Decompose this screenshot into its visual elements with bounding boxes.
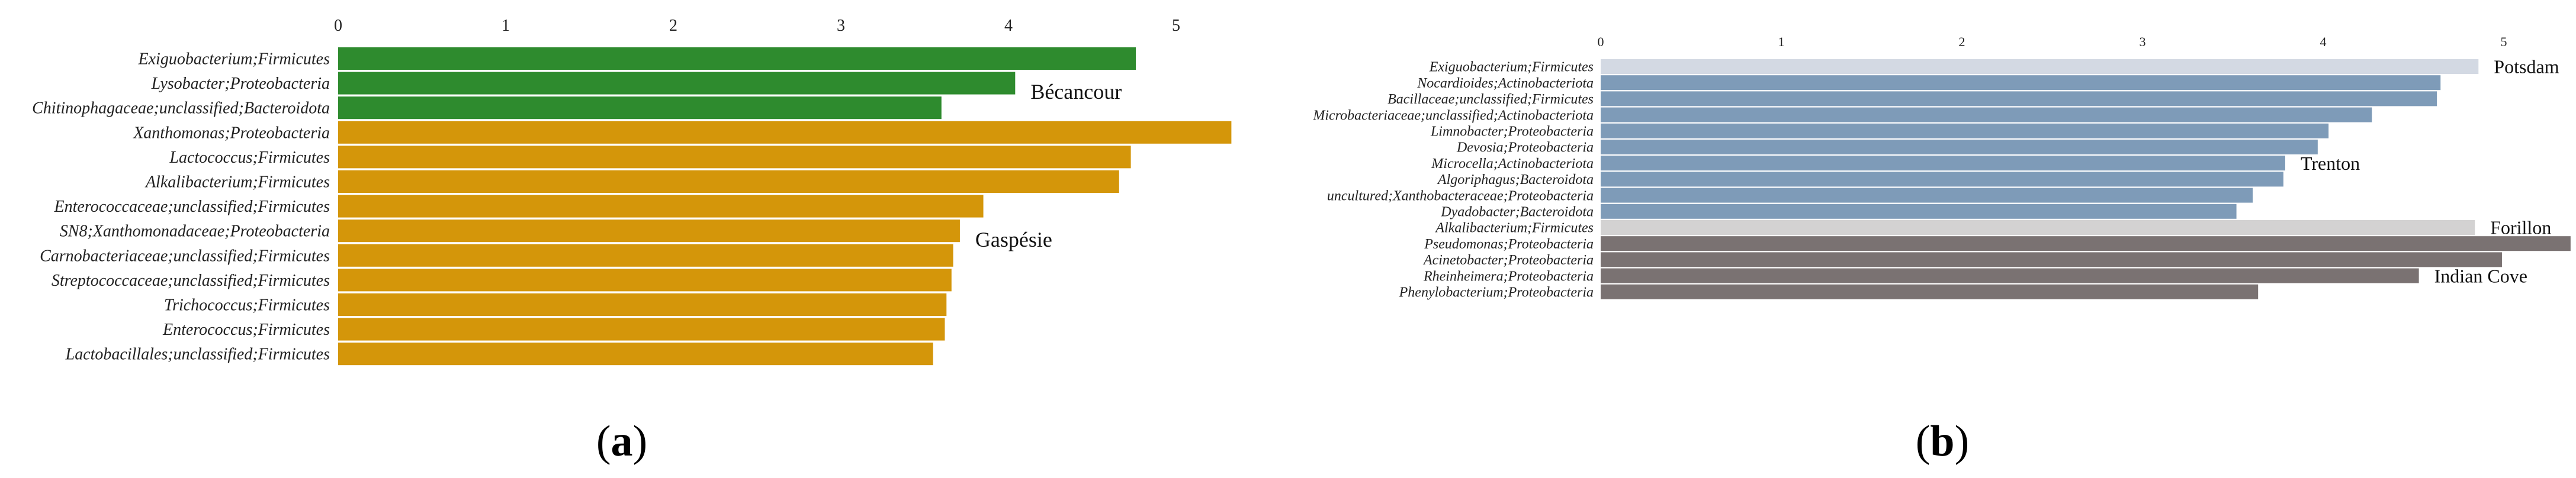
bar-a-9 <box>338 269 952 292</box>
bar-b-10 <box>1601 220 2475 235</box>
bar-b-4 <box>1601 123 2329 138</box>
category-label-a-11: Enterococcus;Firmicutes <box>162 321 330 339</box>
bar-a-8 <box>338 244 953 267</box>
bar-b-13 <box>1601 268 2419 283</box>
category-label-b-13: Rheinheimera;Proteobacteria <box>1423 269 1594 284</box>
category-label-a-0: Exiguobacterium;Firmicutes <box>138 50 330 69</box>
bar-b-7 <box>1601 172 2283 187</box>
category-label-b-7: Algoriphagus;Bacteroidota <box>1437 172 1594 188</box>
x-tick-label-a-5: 5 <box>1172 17 1180 35</box>
category-label-a-2: Chitinophagaceae;unclassified;Bacteroido… <box>32 99 330 118</box>
x-tick-label-b-1: 1 <box>1778 34 1785 49</box>
bar-a-10 <box>338 293 947 316</box>
group-label-a-0: Bécancour <box>1030 80 1122 104</box>
category-label-b-0: Exiguobacterium;Firmicutes <box>1429 60 1594 75</box>
bar-b-14 <box>1601 284 2259 299</box>
x-tick-label-b-0: 0 <box>1598 34 1604 49</box>
category-label-b-10: Alkalibacterium;Firmicutes <box>1434 221 1594 236</box>
bar-b-6 <box>1601 156 2285 171</box>
category-label-a-6: Enterococcaceae;unclassified;Firmicutes <box>54 198 330 216</box>
category-label-b-8: uncultured;Xanthobacteraceae;Proteobacte… <box>1327 188 1594 204</box>
group-label-a-1: Gaspésie <box>975 228 1052 251</box>
panel-label-a: (a) <box>596 417 647 466</box>
bar-b-11 <box>1601 236 2571 251</box>
category-label-a-10: Trichococcus;Firmicutes <box>164 296 330 315</box>
bar-b-12 <box>1601 252 2502 267</box>
category-label-a-7: SN8;Xanthomonadaceae;Proteobacteria <box>60 222 330 241</box>
category-label-a-4: Lactococcus;Firmicutes <box>169 148 330 167</box>
bar-a-12 <box>338 343 933 366</box>
x-tick-label-b-3: 3 <box>2140 34 2146 49</box>
category-label-b-5: Devosia;Proteobacteria <box>1456 140 1594 156</box>
x-tick-label-a-2: 2 <box>669 17 677 35</box>
chart-b: 0 1 2 3 4 5 Exiguobacterium;FirmicutesNocardio… <box>1312 34 2571 300</box>
category-label-b-9: Dyadobacter;Bacteroidota <box>1440 204 1594 219</box>
category-label-a-1: Lysobacter;Proteobacteria <box>151 75 330 93</box>
category-label-a-5: Alkalibacterium;Firmicutes <box>144 173 330 192</box>
group-label-b-1: Trenton <box>2301 153 2360 174</box>
bar-b-3 <box>1601 107 2372 122</box>
x-tick-label-b-4: 4 <box>2320 34 2327 49</box>
bar-b-9 <box>1601 204 2237 219</box>
x-tick-label-a-1: 1 <box>502 17 510 35</box>
bar-a-5 <box>338 170 1119 193</box>
bar-a-3 <box>338 121 1232 144</box>
category-label-b-14: Phenylobacterium;Proteobacteria <box>1399 285 1594 300</box>
group-label-b-3: Indian Cove <box>2434 265 2527 286</box>
x-tick-label-b-5: 5 <box>2501 34 2507 49</box>
category-label-a-9: Streptococcaceae;unclassified;Firmicutes <box>52 272 330 290</box>
x-tick-label-b-2: 2 <box>1959 34 1965 49</box>
category-label-b-2: Bacillaceae;unclassified;Firmicutes <box>1387 92 1594 107</box>
category-label-b-4: Limnobacter;Proteobacteria <box>1430 124 1594 139</box>
bar-a-7 <box>338 219 960 243</box>
category-label-b-11: Pseudomonas;Proteobacteria <box>1424 237 1594 252</box>
category-label-b-1: Nocardioides;Actinobacteriota <box>1417 76 1594 91</box>
bar-a-1 <box>338 72 1016 95</box>
category-label-a-8: Carnobacteriaceae;unclassified;Firmicute… <box>40 247 330 265</box>
category-label-b-12: Acinetobacter;Proteobacteria <box>1422 253 1594 268</box>
bar-b-8 <box>1601 188 2253 203</box>
bar-b-1 <box>1601 75 2441 91</box>
category-label-b-6: Microcella;Actinobacteriota <box>1431 156 1594 172</box>
category-label-b-3: Microbacteriaceae;unclassified;Actinobac… <box>1312 108 1594 123</box>
chart-a: 0 1 2 3 4 5 Exiguobacterium;Firmicutes Lysobact… <box>32 17 1232 366</box>
panel-label-b: (b) <box>1916 417 1969 466</box>
group-label-b-2: Forillon <box>2490 217 2551 238</box>
bar-b-0 <box>1601 59 2479 74</box>
bar-b-2 <box>1601 91 2437 106</box>
x-tick-label-a-0: 0 <box>334 17 342 35</box>
bar-a-0 <box>338 47 1136 70</box>
x-tick-label-a-4: 4 <box>1004 17 1013 35</box>
bar-b-5 <box>1601 140 2318 154</box>
x-tick-label-a-3: 3 <box>837 17 845 35</box>
bar-a-11 <box>338 318 945 341</box>
bar-a-4 <box>338 146 1131 169</box>
bar-a-6 <box>338 195 984 218</box>
category-label-a-3: Xanthomonas;Proteobacteria <box>133 124 330 142</box>
category-label-a-12: Lactobacillales;unclassified;Firmicutes <box>65 345 330 364</box>
group-label-b-0: Potsdam <box>2494 56 2559 77</box>
bar-a-2 <box>338 96 942 120</box>
